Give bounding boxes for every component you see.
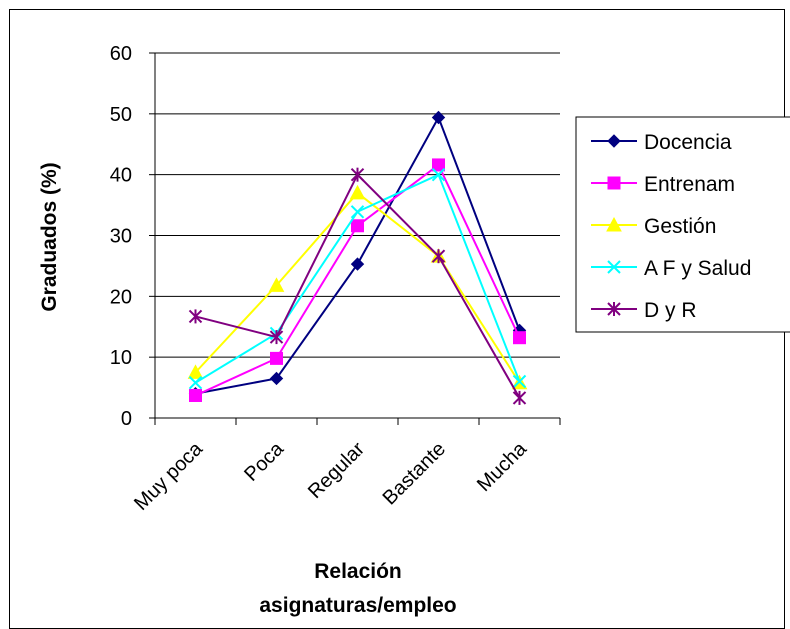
legend-marker-d-y-r — [607, 302, 621, 316]
point-a-f-y-salud-3 — [431, 167, 446, 182]
x-tick-label-mucha: Mucha — [473, 437, 532, 496]
y-tick-label-30: 30 — [110, 226, 132, 248]
legend-label-gesti-n: Gestión — [644, 215, 716, 238]
point-entrenam-2 — [351, 219, 364, 233]
point-a-f-y-salud-2 — [350, 205, 365, 219]
series-line-a-f-y-salud — [194, 173, 521, 384]
point-docencia-3 — [431, 110, 446, 125]
point-entrenam-4 — [513, 331, 526, 345]
x-axis-title-line-2: asignaturas/empleo — [259, 594, 456, 617]
series-line-d-y-r — [195, 172, 521, 399]
legend-label-d-y-r: D y R — [644, 299, 697, 322]
y-tick-label-40: 40 — [110, 165, 132, 187]
x-tick-label-muy-poca: Muy poca — [130, 437, 207, 514]
legend-marker-a-f-y-salud — [607, 260, 621, 274]
legend-label-entrenam: Entrenam — [644, 173, 735, 196]
x-axis-title-line-1: Relación — [314, 560, 402, 583]
x-tick-label-poca: Poca — [240, 437, 288, 485]
legend-label-docencia: Docencia — [644, 131, 732, 154]
point-d-y-r-4 — [512, 390, 527, 405]
y-tick-label-60: 60 — [110, 43, 132, 65]
y-tick-label-0: 0 — [121, 408, 132, 430]
y-tick-label-20: 20 — [110, 286, 132, 308]
y-tick-label-50: 50 — [110, 104, 132, 126]
point-docencia-2 — [350, 257, 365, 271]
y-axis-title: Graduados (%) — [38, 162, 61, 311]
point-entrenam-0 — [189, 388, 202, 402]
series-group — [187, 110, 528, 405]
point-d-y-r-2 — [350, 167, 365, 182]
point-a-f-y-salud-0 — [188, 376, 203, 390]
point-d-y-r-0 — [188, 309, 203, 324]
legend: Docencia Entrenam Gestión A F y Salud D y R — [575, 116, 790, 333]
x-tick-label-regular: Regular — [304, 438, 369, 503]
y-tick-labels: 0 10 20 30 40 50 60 — [110, 43, 132, 430]
series-line-entrenam — [195, 163, 521, 397]
point-d-y-r-3 — [431, 249, 446, 264]
x-tick-label-bastante: Bastante — [379, 438, 450, 509]
point-entrenam-3 — [432, 158, 445, 172]
point-entrenam-1 — [270, 351, 283, 365]
point-gesti-n-0 — [187, 364, 204, 379]
axes — [149, 52, 561, 425]
legend-marker-entrenam — [607, 176, 621, 190]
legend-marker-gesti-n — [606, 216, 622, 232]
x-tick-labels: Muy poca Poca Regular Bastante Mucha — [130, 437, 531, 514]
y-tick-label-10: 10 — [110, 347, 132, 369]
legend-label-a-f-y-salud: A F y Salud — [644, 257, 751, 280]
legend-marker-docencia — [607, 134, 621, 148]
point-docencia-1 — [269, 371, 284, 386]
point-gesti-n-1 — [268, 277, 285, 292]
point-gesti-n-2 — [349, 184, 366, 200]
point-a-f-y-salud-4 — [512, 374, 527, 389]
point-d-y-r-1 — [269, 330, 284, 345]
gridlines — [155, 52, 560, 358]
